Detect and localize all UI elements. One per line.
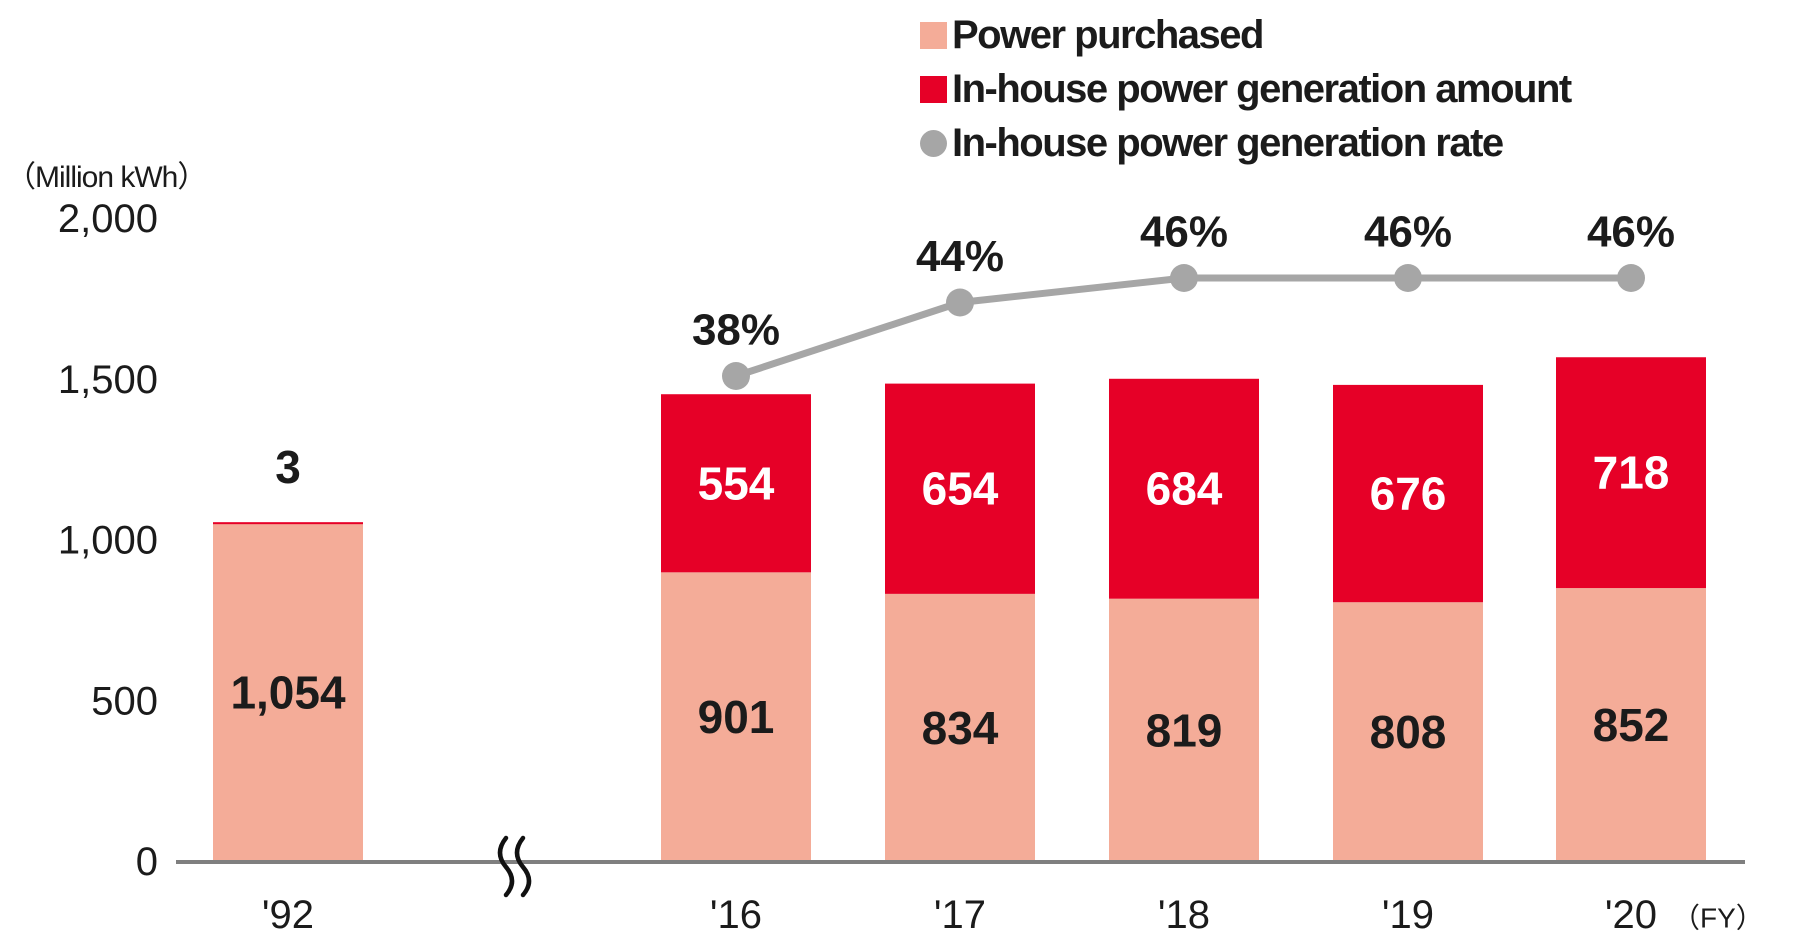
x-axis-label-17: '17: [934, 893, 986, 937]
legend-label-power-purchased: Power purchased: [952, 12, 1264, 57]
y-axis-unit-label: （Million kWh）: [6, 161, 207, 194]
bar-segment-inhouse-20: [1556, 357, 1706, 589]
rate-percent-label: 46%: [1587, 208, 1675, 257]
rate-percent-label: 46%: [1364, 208, 1452, 257]
bar-segment-purchased-20: [1556, 588, 1706, 862]
rate-dot: [946, 288, 974, 317]
y-axis-tick: 2,000: [58, 197, 158, 241]
bar-value-label: 554: [698, 457, 775, 509]
y-axis-tick: 1,000: [58, 519, 158, 563]
x-axis-label-16: '16: [710, 893, 762, 937]
y-axis-tick: 1,500: [58, 358, 158, 402]
rate-percent-label: 44%: [916, 232, 1004, 281]
x-axis-label-19: '19: [1382, 893, 1434, 937]
x-axis-label-18: '18: [1158, 893, 1210, 937]
fy-suffix-label: （FY）: [1672, 903, 1764, 934]
bar-segment-purchased-17: [885, 593, 1035, 862]
legend-item-power-purchased: Power purchased: [920, 8, 1571, 62]
bar-value-label: 676: [1370, 468, 1447, 520]
bar-value-label: 1,054: [230, 667, 346, 719]
legend-label-inhouse-amount: In-house power generation amount: [952, 66, 1572, 111]
bar-value-label: 901: [698, 691, 775, 743]
bar-segment-purchased-19: [1333, 602, 1483, 862]
rate-line: [734, 274, 1631, 380]
bar-value-label: 654: [922, 463, 999, 515]
axis-break-icon: [514, 835, 532, 898]
rate-dot: [1394, 264, 1422, 292]
bar-value-label: 852: [1593, 699, 1670, 751]
bar-value-label: 808: [1370, 706, 1447, 758]
bar-value-label: 3: [275, 441, 301, 493]
inhouse-amount-swatch-icon: [920, 75, 947, 103]
legend-item-inhouse-rate: In-house power generation rate: [920, 116, 1571, 170]
rate-percent-label: 46%: [1140, 208, 1228, 257]
y-axis-tick: 0: [136, 840, 158, 884]
bar-value-label: 834: [922, 702, 999, 754]
bar-segment-inhouse-92: [213, 522, 363, 525]
legend: Power purchased In-house power generatio…: [920, 8, 1572, 170]
axis-break-icon: [497, 835, 515, 898]
x-axis-label-92: '92: [262, 893, 314, 937]
bar-segment-inhouse-17: [885, 383, 1035, 594]
x-axis-line: [176, 860, 1745, 864]
rate-dot: [1617, 264, 1645, 292]
bar-value-label: 718: [1593, 447, 1670, 499]
inhouse-rate-marker-icon: [920, 129, 947, 157]
bar-value-label: 819: [1146, 704, 1223, 756]
bar-segment-inhouse-19: [1333, 384, 1483, 603]
bar-segment-purchased-92: [213, 523, 363, 862]
rate-percent-label: 38%: [692, 306, 780, 355]
y-axis-tick: 500: [91, 679, 158, 723]
x-axis-label-20: '20: [1605, 893, 1657, 937]
legend-label-inhouse-rate: In-house power generation rate: [952, 120, 1504, 165]
bar-segment-purchased-16: [661, 572, 811, 862]
rate-dot: [722, 362, 750, 390]
bar-value-label: 684: [1146, 463, 1223, 515]
power-purchased-swatch-icon: [920, 21, 947, 49]
rate-dot: [1170, 264, 1198, 292]
bar-segment-inhouse-16: [661, 394, 811, 573]
bar-segment-inhouse-18: [1109, 378, 1259, 599]
legend-item-inhouse-amount: In-house power generation amount: [920, 62, 1572, 116]
bar-segment-purchased-18: [1109, 598, 1259, 862]
